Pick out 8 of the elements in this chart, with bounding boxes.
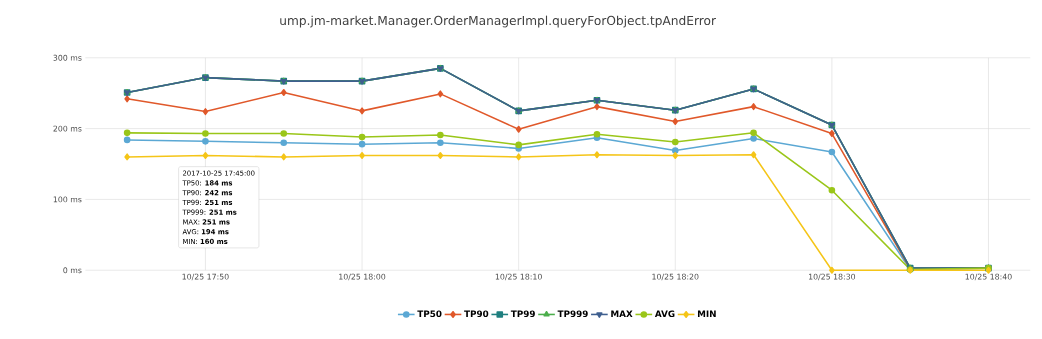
legend-label: MAX — [611, 310, 633, 318]
legend-label: TP50 — [417, 310, 442, 318]
chart-title: ump.jm-market.Manager.OrderManagerImpl.queryForObject.tpAndError — [280, 15, 716, 28]
legend-label: TP99 — [510, 310, 535, 318]
legend-label: TP90 — [464, 310, 489, 318]
legend-label: AVG — [654, 310, 675, 318]
legend-label: TP999 — [557, 310, 588, 318]
legend-label: MIN — [697, 310, 716, 318]
